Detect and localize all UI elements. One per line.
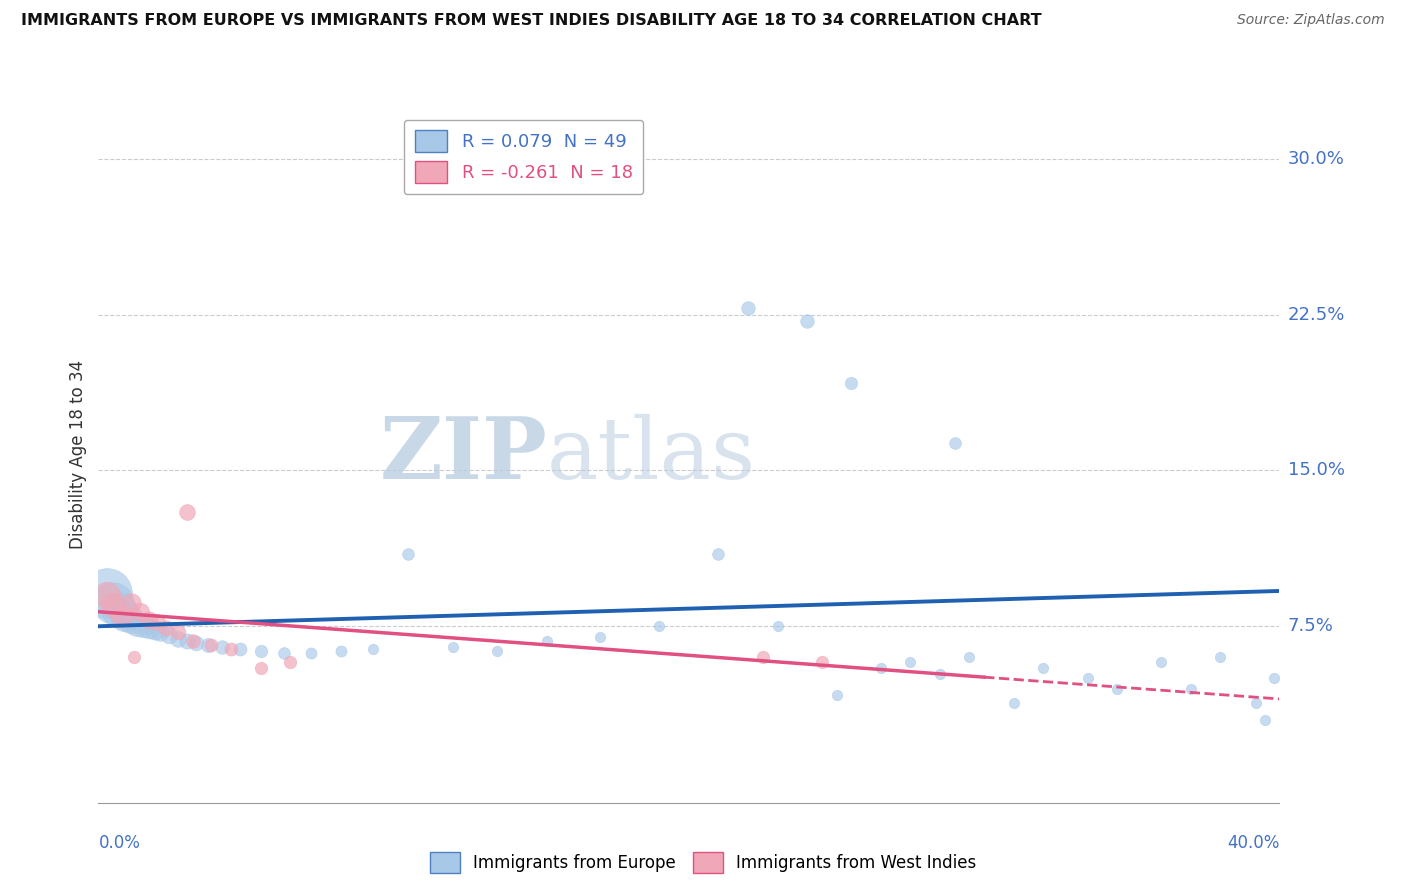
Text: 22.5%: 22.5%: [1288, 306, 1346, 324]
Point: [929, 667, 952, 681]
Point: [96, 586, 118, 600]
Point: [900, 655, 922, 669]
Point: [273, 646, 295, 660]
Point: [120, 613, 142, 627]
Point: [149, 625, 172, 640]
Point: [589, 630, 612, 644]
Point: [128, 605, 150, 619]
Point: [361, 642, 384, 657]
Text: atlas: atlas: [547, 413, 756, 497]
Point: [1263, 671, 1285, 685]
Point: [176, 505, 198, 519]
Point: [841, 376, 863, 391]
Text: IMMIGRANTS FROM EUROPE VS IMMIGRANTS FROM WEST INDIES DISABILITY AGE 18 TO 34 CO: IMMIGRANTS FROM EUROPE VS IMMIGRANTS FRO…: [21, 13, 1042, 29]
Point: [155, 621, 177, 635]
Point: [176, 633, 198, 648]
Point: [114, 608, 136, 623]
Point: [398, 547, 420, 561]
Point: [108, 602, 131, 616]
Point: [329, 644, 352, 658]
Text: 40.0%: 40.0%: [1227, 834, 1279, 852]
Point: [184, 636, 207, 650]
Point: [959, 650, 981, 665]
Point: [250, 661, 273, 675]
Point: [1254, 713, 1277, 727]
Point: [221, 642, 243, 657]
Point: [825, 688, 848, 702]
Legend: Immigrants from Europe, Immigrants from West Indies: Immigrants from Europe, Immigrants from …: [423, 846, 983, 880]
Point: [200, 638, 222, 652]
Point: [181, 633, 204, 648]
Point: [125, 617, 148, 632]
Point: [1002, 696, 1025, 710]
Legend: R = 0.079  N = 49, R = -0.261  N = 18: R = 0.079 N = 49, R = -0.261 N = 18: [404, 120, 644, 194]
Point: [157, 627, 180, 641]
Text: 30.0%: 30.0%: [1288, 150, 1344, 168]
Point: [1150, 655, 1173, 669]
Point: [870, 661, 893, 675]
Point: [229, 642, 252, 657]
Point: [138, 613, 160, 627]
Point: [752, 650, 775, 665]
Point: [143, 624, 166, 638]
Point: [250, 644, 273, 658]
Point: [280, 655, 302, 669]
Point: [167, 632, 190, 646]
Y-axis label: Disability Age 18 to 34: Disability Age 18 to 34: [69, 360, 87, 549]
Point: [120, 596, 142, 610]
Point: [766, 619, 789, 633]
Point: [441, 640, 464, 654]
Text: 0.0%: 0.0%: [98, 834, 141, 852]
Point: [138, 621, 160, 635]
Point: [103, 596, 125, 610]
Text: ZIP: ZIP: [380, 413, 547, 497]
Point: [211, 640, 233, 654]
Point: [1180, 681, 1202, 696]
Point: [486, 644, 509, 658]
Text: Source: ZipAtlas.com: Source: ZipAtlas.com: [1237, 13, 1385, 28]
Text: 7.5%: 7.5%: [1288, 617, 1334, 635]
Point: [122, 650, 145, 665]
Point: [1032, 661, 1054, 675]
Point: [197, 638, 219, 652]
Point: [1244, 696, 1267, 710]
Point: [96, 588, 118, 602]
Point: [648, 619, 671, 633]
Point: [111, 608, 134, 623]
Point: [103, 599, 125, 613]
Point: [796, 314, 818, 328]
Text: 15.0%: 15.0%: [1288, 461, 1344, 480]
Point: [1077, 671, 1099, 685]
Point: [810, 655, 832, 669]
Point: [737, 301, 759, 316]
Point: [943, 436, 966, 450]
Point: [707, 547, 730, 561]
Point: [299, 646, 322, 660]
Point: [146, 615, 169, 629]
Point: [132, 619, 155, 633]
Point: [167, 625, 190, 640]
Point: [536, 633, 558, 648]
Point: [1209, 650, 1232, 665]
Point: [1107, 681, 1129, 696]
